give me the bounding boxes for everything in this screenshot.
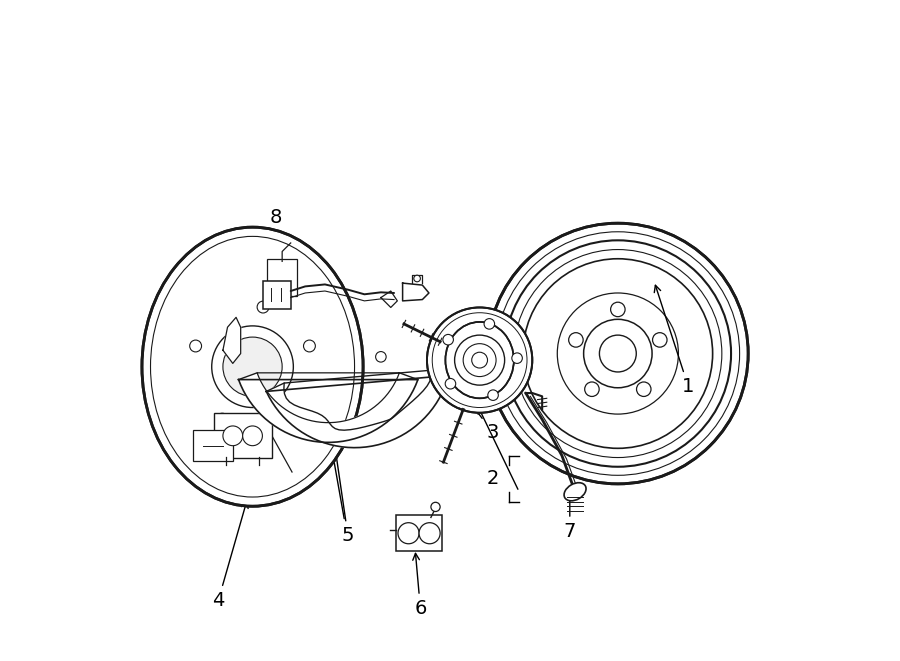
Text: 7: 7 bbox=[563, 488, 576, 541]
Ellipse shape bbox=[142, 227, 363, 506]
Circle shape bbox=[414, 275, 420, 282]
Polygon shape bbox=[266, 370, 449, 447]
FancyBboxPatch shape bbox=[194, 430, 233, 461]
Circle shape bbox=[223, 426, 243, 446]
Text: 5: 5 bbox=[331, 437, 355, 545]
Circle shape bbox=[243, 426, 263, 446]
Circle shape bbox=[484, 319, 495, 329]
Polygon shape bbox=[238, 373, 418, 442]
Circle shape bbox=[636, 382, 651, 397]
Circle shape bbox=[190, 340, 202, 352]
Circle shape bbox=[223, 337, 283, 397]
Circle shape bbox=[488, 390, 499, 401]
Polygon shape bbox=[223, 317, 240, 364]
Ellipse shape bbox=[446, 322, 514, 399]
Circle shape bbox=[610, 302, 626, 317]
Text: 8: 8 bbox=[269, 208, 285, 276]
Circle shape bbox=[375, 352, 386, 362]
Text: 2: 2 bbox=[487, 469, 499, 488]
Circle shape bbox=[419, 523, 440, 544]
Circle shape bbox=[446, 379, 455, 389]
Circle shape bbox=[431, 502, 440, 512]
Circle shape bbox=[257, 301, 269, 313]
Circle shape bbox=[585, 382, 599, 397]
FancyBboxPatch shape bbox=[213, 413, 273, 458]
Circle shape bbox=[472, 352, 488, 368]
Text: 3: 3 bbox=[456, 383, 499, 442]
Circle shape bbox=[216, 413, 229, 425]
Text: 6: 6 bbox=[413, 553, 427, 618]
FancyBboxPatch shape bbox=[267, 259, 297, 296]
Circle shape bbox=[488, 223, 748, 484]
Text: 1: 1 bbox=[654, 286, 695, 396]
Circle shape bbox=[512, 353, 522, 364]
Circle shape bbox=[303, 340, 315, 352]
Text: 4: 4 bbox=[212, 501, 248, 610]
Circle shape bbox=[443, 334, 454, 345]
FancyBboxPatch shape bbox=[396, 516, 443, 551]
Ellipse shape bbox=[564, 483, 586, 501]
FancyBboxPatch shape bbox=[263, 281, 291, 309]
Circle shape bbox=[427, 307, 532, 412]
Circle shape bbox=[652, 332, 667, 347]
Circle shape bbox=[398, 523, 419, 544]
Circle shape bbox=[285, 407, 297, 419]
Polygon shape bbox=[402, 283, 429, 301]
Circle shape bbox=[569, 332, 583, 347]
